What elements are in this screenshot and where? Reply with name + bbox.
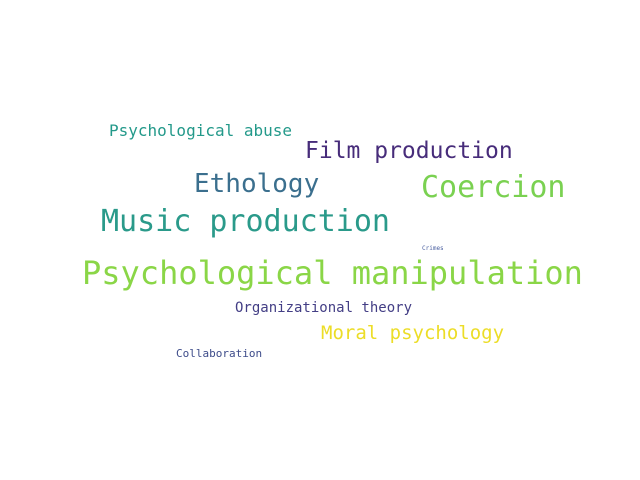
word-film-production: Film production [305,138,513,164]
word-psychological-abuse: Psychological abuse [109,121,293,140]
word-ethology: Ethology [194,169,320,199]
word-moral-psychology: Moral psychology [321,322,505,344]
word-music-production: Music production [101,204,390,239]
word-coercion: Coercion [421,170,566,205]
word-crimes: Crimes [422,245,444,252]
word-psychological-manipulation: Psychological manipulation [82,254,583,292]
word-organizational-theory: Organizational theory [235,300,413,316]
word-collaboration: Collaboration [176,347,263,360]
